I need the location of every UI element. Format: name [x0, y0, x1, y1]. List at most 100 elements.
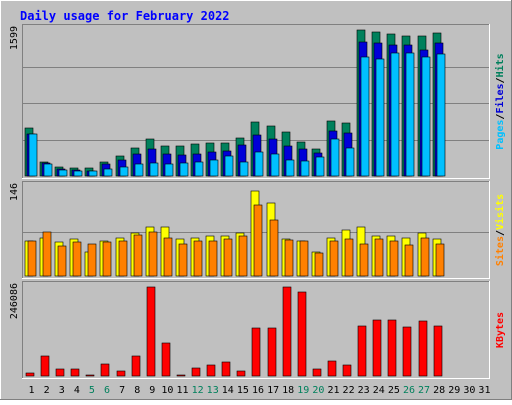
x-tick-label-day-24: 24 — [373, 385, 385, 396]
x-tick-label-day-23: 23 — [358, 385, 370, 396]
bar-pages-day-22 — [345, 147, 355, 177]
x-axis-labels: 1 2 3 4 5 6 7 8 9 10 11 12 13 14 15 16 17 18 19 20 21 22 23 24 2… — [29, 385, 491, 396]
bar-kbytes-day-11 — [176, 374, 186, 377]
bar-sites-day-2 — [42, 231, 52, 277]
bar-sites-day-1 — [27, 240, 37, 277]
bar-kbytes-day-20 — [312, 368, 322, 377]
bar-pages-day-12 — [194, 161, 204, 177]
bar-kbytes-day-12 — [191, 367, 201, 377]
bar-pages-day-3 — [58, 169, 68, 177]
bar-kbytes-day-16 — [251, 327, 261, 377]
bar-pages-day-26 — [405, 52, 415, 177]
bar-pages-day-25 — [390, 52, 400, 177]
bar-kbytes-day-7 — [116, 370, 126, 377]
bar-sites-day-3 — [57, 245, 67, 277]
x-tick-label-day-16: 16 — [252, 385, 264, 396]
bar-pages-day-27 — [421, 56, 431, 177]
bar-sites-day-24 — [374, 238, 384, 277]
legend-separator: / — [495, 114, 506, 120]
bar-pages-day-23 — [360, 56, 370, 177]
legend-pages: Pages — [495, 120, 506, 150]
x-tick-label-day-18: 18 — [282, 385, 294, 396]
panels-group: 1599Pages/Files/Hits146Sites/Visits24608… — [9, 24, 506, 379]
bar-sites-day-6 — [102, 241, 112, 277]
bar-kbytes-day-13 — [206, 364, 216, 377]
bar-pages-day-24 — [375, 58, 385, 177]
bar-kbytes-day-26 — [402, 326, 412, 377]
x-tick-label-day-20: 20 — [312, 385, 324, 396]
x-tick-label-day-30: 30 — [463, 385, 475, 396]
bar-sites-day-9 — [148, 231, 158, 277]
bar-sites-day-13 — [208, 240, 218, 277]
x-tick-label-day-27: 27 — [418, 385, 430, 396]
bar-pages-day-10 — [164, 163, 174, 177]
bar-pages-day-19 — [300, 160, 310, 177]
bar-pages-day-9 — [149, 162, 159, 177]
bar-pages-day-5 — [88, 170, 98, 177]
x-tick-label-day-17: 17 — [267, 385, 279, 396]
bar-sites-day-17 — [269, 219, 279, 277]
chart-title: Daily usage for February 2022 — [20, 9, 230, 23]
bar-pages-day-11 — [179, 162, 189, 177]
bar-kbytes-day-17 — [267, 327, 277, 377]
bar-sites-day-25 — [389, 240, 399, 277]
bar-pages-day-1 — [28, 133, 38, 177]
bar-sites-day-16 — [253, 204, 263, 277]
bar-sites-day-5 — [87, 243, 97, 277]
bar-kbytes-day-8 — [131, 355, 141, 377]
bar-kbytes-day-28 — [433, 325, 443, 377]
x-tick-label-day-15: 15 — [237, 385, 249, 396]
bar-kbytes-day-25 — [387, 319, 397, 377]
bar-sites-day-27 — [420, 237, 430, 277]
legend-kbytes: KBytes — [495, 312, 506, 348]
x-tick-label-day-5: 5 — [89, 385, 95, 396]
x-tick-label-day-25: 25 — [388, 385, 400, 396]
x-tick-label-day-21: 21 — [327, 385, 339, 396]
legend-visits: Visits — [494, 194, 506, 230]
bar-sites-day-14 — [223, 238, 233, 277]
bar-kbytes-day-4 — [70, 368, 80, 377]
bar-sites-day-28 — [435, 243, 445, 277]
y-max-label: 1599 — [9, 26, 20, 50]
x-tick-label-day-10: 10 — [161, 385, 173, 396]
bar-pages-day-7 — [119, 166, 129, 177]
panel-kbytes: 246086 KBytes — [9, 281, 506, 379]
bar-sites-day-15 — [238, 235, 248, 277]
bar-pages-day-8 — [134, 163, 144, 177]
bar-pages-day-6 — [103, 168, 113, 177]
bar-kbytes-day-23 — [357, 325, 367, 377]
bar-kbytes-day-1 — [25, 372, 35, 377]
x-tick-label-day-31: 31 — [478, 385, 490, 396]
bar-pages-day-4 — [73, 170, 83, 177]
legend-files: Files — [494, 83, 506, 113]
bar-sites-day-26 — [404, 244, 414, 277]
x-tick-label-day-6: 6 — [104, 385, 110, 396]
bar-kbytes-day-27 — [418, 320, 428, 377]
bar-kbytes-day-2 — [40, 355, 50, 377]
bar-sites-day-12 — [193, 240, 203, 277]
bar-kbytes-day-21 — [327, 360, 337, 377]
x-tick-label-day-13: 13 — [207, 385, 219, 396]
bar-kbytes-day-22 — [342, 364, 352, 377]
x-tick-label-day-14: 14 — [222, 385, 234, 396]
bar-sites-day-18 — [284, 239, 294, 277]
bar-pages-day-28 — [436, 53, 446, 177]
x-tick-label-day-11: 11 — [176, 385, 188, 396]
bar-pages-day-15 — [239, 161, 249, 177]
series-legend: Sites/Visits — [494, 194, 506, 266]
legend-hits: Hits — [494, 53, 506, 77]
x-tick-label-day-12: 12 — [192, 385, 204, 396]
x-tick-label-day-1: 1 — [29, 385, 35, 396]
x-tick-label-day-9: 9 — [149, 385, 155, 396]
bar-sites-day-21 — [329, 240, 339, 277]
series-legend: Pages/Files/Hits — [494, 53, 506, 149]
bar-pages-day-13 — [209, 159, 219, 177]
legend-separator: / — [495, 230, 506, 236]
bar-kbytes-day-24 — [372, 319, 382, 377]
bar-pages-day-16 — [254, 151, 264, 177]
bar-kbytes-day-3 — [55, 368, 65, 377]
x-tick-label-day-22: 22 — [343, 385, 355, 396]
bar-sites-day-4 — [72, 241, 82, 277]
